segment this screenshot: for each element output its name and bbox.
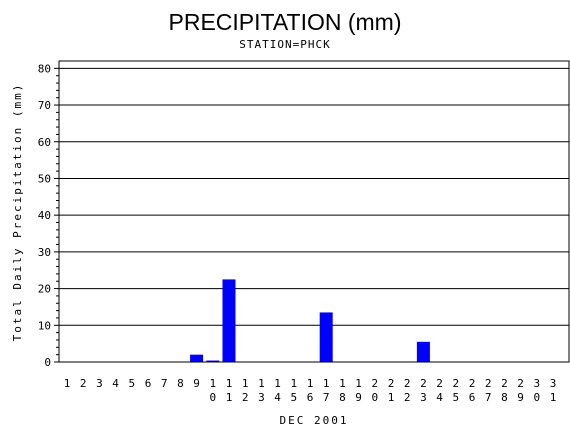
y-tick-label: 0 (44, 356, 51, 369)
y-tick-label: 40 (38, 209, 51, 222)
y-tick-label: 50 (38, 172, 51, 185)
plot-frame (58, 60, 570, 363)
y-tick-label: 80 (38, 62, 51, 75)
x-tick-label: 3 (96, 377, 103, 390)
x-tick-label: 2 (80, 377, 87, 390)
x-tick-label: 1 (64, 377, 71, 390)
y-tick-label: 30 (38, 246, 51, 259)
y-axis: 0 10 20 30 40 50 60 70 80 (38, 62, 59, 369)
x-tick-label: 9 (193, 377, 200, 390)
chart-title: PRECIPITATION (mm) (169, 9, 402, 35)
bar-day-10 (206, 360, 220, 362)
x-tick-label: 6 (145, 377, 152, 390)
bar-day-11 (222, 279, 236, 362)
x-tick-label: 4 (112, 377, 119, 390)
bars (190, 279, 430, 362)
gridlines (59, 67, 569, 326)
y-tick-label: 10 (38, 319, 51, 332)
bar-day-17 (319, 312, 333, 362)
x-tick-label: 5 (128, 377, 135, 390)
x-axis: 1 2 3 4 5 6 7 8 9 1 01 11 21 31 41 51 61 71 81 92 02 12 22 32 42… (64, 377, 557, 404)
x-axis-label: DEC 2001 (280, 414, 349, 427)
y-tick-label: 60 (38, 136, 51, 149)
y-tick-label: 70 (38, 99, 51, 112)
chart-subtitle: STATION=PHCK (239, 38, 330, 51)
x-tick-label: 7 (161, 377, 168, 390)
bar-day-9 (190, 354, 204, 362)
bar-day-23 (416, 341, 430, 362)
y-axis-label: Total Daily Precipitation (mm) (11, 83, 24, 342)
y-tick-label: 20 (38, 283, 51, 296)
x-tick-label: 8 (177, 377, 184, 390)
